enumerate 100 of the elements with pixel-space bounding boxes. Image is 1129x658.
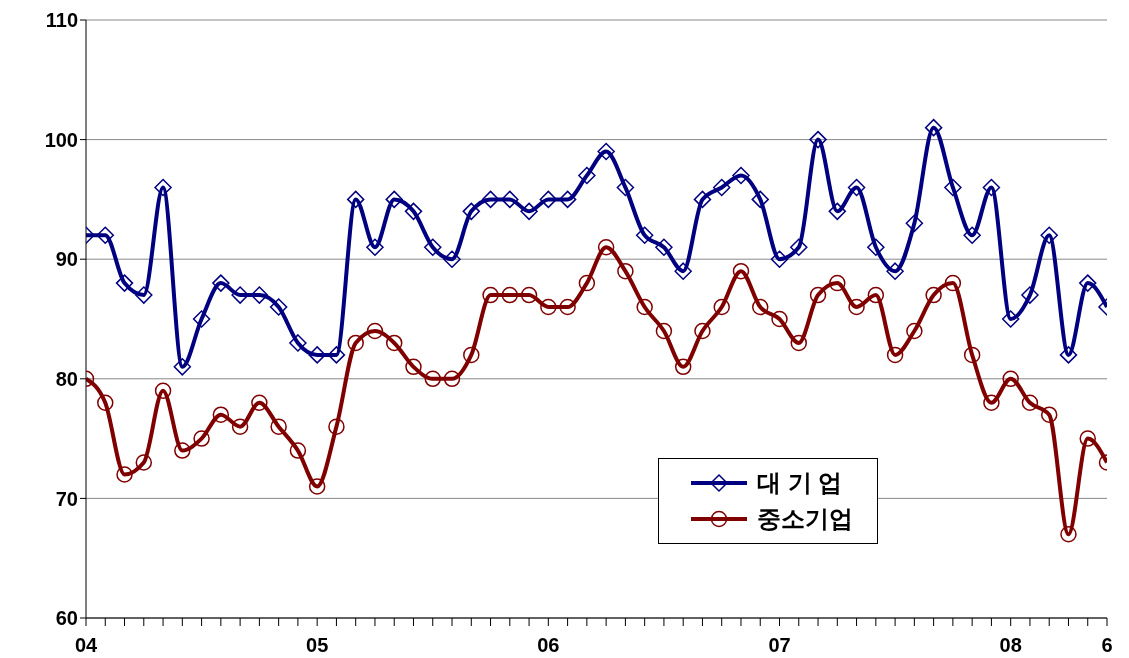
point [558,190,577,209]
point [559,298,576,316]
y-tick-label: 70 [55,487,78,510]
point [1001,310,1020,328]
point [424,370,442,388]
point [327,346,346,364]
x-tick-label: 07 [768,634,791,657]
point [944,274,962,292]
point [174,442,191,459]
point [385,334,403,352]
point [655,238,673,256]
y-tick-label: 80 [55,367,78,390]
point [770,250,789,268]
point [771,310,788,328]
point [732,166,750,185]
point [1002,370,1019,388]
point [366,238,384,256]
point [906,322,923,340]
point [116,466,133,483]
point [617,262,634,280]
point [269,298,288,316]
point [616,178,635,197]
point [192,310,211,328]
point [597,238,615,256]
point [867,238,885,256]
point [212,406,230,423]
point [1059,346,1078,364]
legend-label: 대 기 업 [757,468,843,498]
x-tick-label: 05 [306,634,329,657]
point [790,334,808,352]
point [1078,274,1097,292]
point [925,286,942,304]
point [829,274,846,292]
point [463,346,480,364]
point [135,454,153,471]
point [154,178,172,197]
y-tick-label: 90 [55,248,78,271]
point [405,358,422,376]
x-tick-label: 04 [74,634,98,657]
point [809,286,827,304]
point [308,346,326,364]
point [828,202,847,221]
point [539,190,558,209]
point [790,238,808,256]
point [809,130,827,149]
point [251,394,268,411]
point [751,190,769,209]
point [905,214,924,233]
x-tick-label: 08 [999,634,1022,657]
point [1079,430,1096,447]
point [1040,406,1058,423]
point [578,274,596,292]
point [636,298,653,316]
point [404,202,423,221]
point [963,346,981,364]
point [597,142,615,161]
point [540,298,557,316]
point [97,394,114,411]
point [289,334,307,352]
point [424,238,442,256]
point [481,190,500,209]
point [1021,286,1039,304]
point [983,394,1000,411]
point [944,178,962,197]
point [848,298,865,316]
point [713,298,730,316]
point [212,274,230,292]
point [347,334,364,352]
point [752,298,769,316]
point [982,178,1001,197]
y-tick-label: 60 [55,607,78,630]
x-tick-label: 6 [1101,634,1113,657]
point [96,226,115,245]
point [732,262,750,280]
point [674,262,692,280]
point [385,190,403,209]
point [328,418,345,435]
point [135,286,153,304]
y-tick-label: 100 [44,128,78,151]
point [694,322,711,340]
point [520,286,538,304]
point [520,202,538,221]
point [712,178,731,197]
y-tick-label: 110 [45,9,78,32]
point [308,478,326,495]
point [1040,226,1058,245]
x-tick-label: 06 [537,634,560,657]
point [250,286,269,304]
point [115,274,134,292]
point [289,442,307,459]
point [693,190,712,209]
point [366,322,384,340]
point [886,262,904,280]
point [501,286,519,304]
point [231,286,249,304]
point [963,226,981,245]
point [270,418,287,435]
point [924,118,943,137]
legend-label: 중소기업 [757,504,853,534]
point [1021,394,1039,411]
